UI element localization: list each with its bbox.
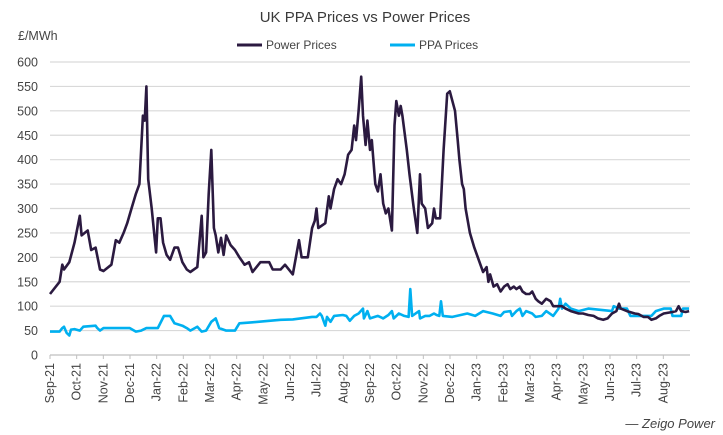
y-tick-label: 250 — [17, 226, 38, 240]
y-tick-label: 200 — [17, 251, 38, 265]
x-tick-label: Aug-22 — [336, 363, 350, 403]
x-tick-label: Jul-23 — [630, 363, 644, 397]
legend: Power Prices PPA Prices — [237, 38, 478, 52]
x-tick-label: Jun-22 — [283, 363, 297, 401]
series-line-power-prices — [48, 75, 690, 322]
y-axis: 0 50 100 150 200 250 300 350 400 450 500 550 600 — [17, 56, 38, 363]
y-tick-label: 50 — [24, 324, 38, 338]
x-tick-label: Jul-22 — [310, 363, 324, 397]
y-tick-label: 0 — [31, 349, 38, 363]
y-tick-label: 450 — [17, 129, 38, 143]
y-tick-label: 400 — [17, 153, 38, 167]
x-tick-label: Dec-21 — [123, 363, 137, 403]
x-tick-label: Sep-22 — [363, 363, 377, 403]
y-tick-label: 550 — [17, 80, 38, 94]
series-line-ppa-prices — [50, 287, 690, 337]
x-tick-label: Dec-22 — [443, 363, 457, 403]
x-tick-label: Apr-23 — [550, 363, 564, 401]
legend-label-ppa: PPA Prices — [419, 38, 478, 52]
x-tick-label: Sep-21 — [43, 363, 57, 403]
x-tick-label: Jun-23 — [603, 363, 617, 401]
y-tick-label: 150 — [17, 275, 38, 289]
grid — [50, 61, 690, 332]
y-tick-label: 300 — [17, 202, 38, 216]
x-tick-label: Apr-22 — [230, 363, 244, 401]
legend-label-power: Power Prices — [266, 38, 337, 52]
x-axis: Sep-21 Oct-21 Nov-21 Dec-21 Jan-22 Feb-22 Mar-… — [43, 354, 690, 405]
y-tick-label: 500 — [17, 104, 38, 118]
x-tick-label: Jan-23 — [470, 363, 484, 401]
x-tick-label: Mar-23 — [523, 363, 537, 403]
x-tick-label: Oct-21 — [70, 363, 84, 401]
x-tick-label: Aug-23 — [656, 363, 670, 403]
x-tick-label: Feb-22 — [176, 363, 190, 403]
series-lines — [48, 75, 690, 337]
y-tick-label: 100 — [17, 300, 38, 314]
x-tick-label: Jan-22 — [150, 363, 164, 401]
chart-title: UK PPA Prices vs Power Prices — [260, 9, 471, 26]
x-tick-label: May-22 — [256, 363, 270, 405]
x-tick-label: Nov-21 — [96, 363, 110, 403]
y-tick-label: 600 — [17, 56, 38, 70]
x-tick-label: Feb-23 — [496, 363, 510, 403]
x-tick-label: Oct-22 — [390, 363, 404, 401]
y-axis-label: £/MWh — [18, 29, 58, 43]
x-tick-label: May-23 — [576, 363, 590, 405]
source-note: — Zeigo Power — [624, 416, 715, 431]
x-tick-label: Nov-22 — [416, 363, 430, 403]
y-tick-label: 350 — [17, 178, 38, 192]
x-tick-label: Mar-22 — [203, 363, 217, 403]
